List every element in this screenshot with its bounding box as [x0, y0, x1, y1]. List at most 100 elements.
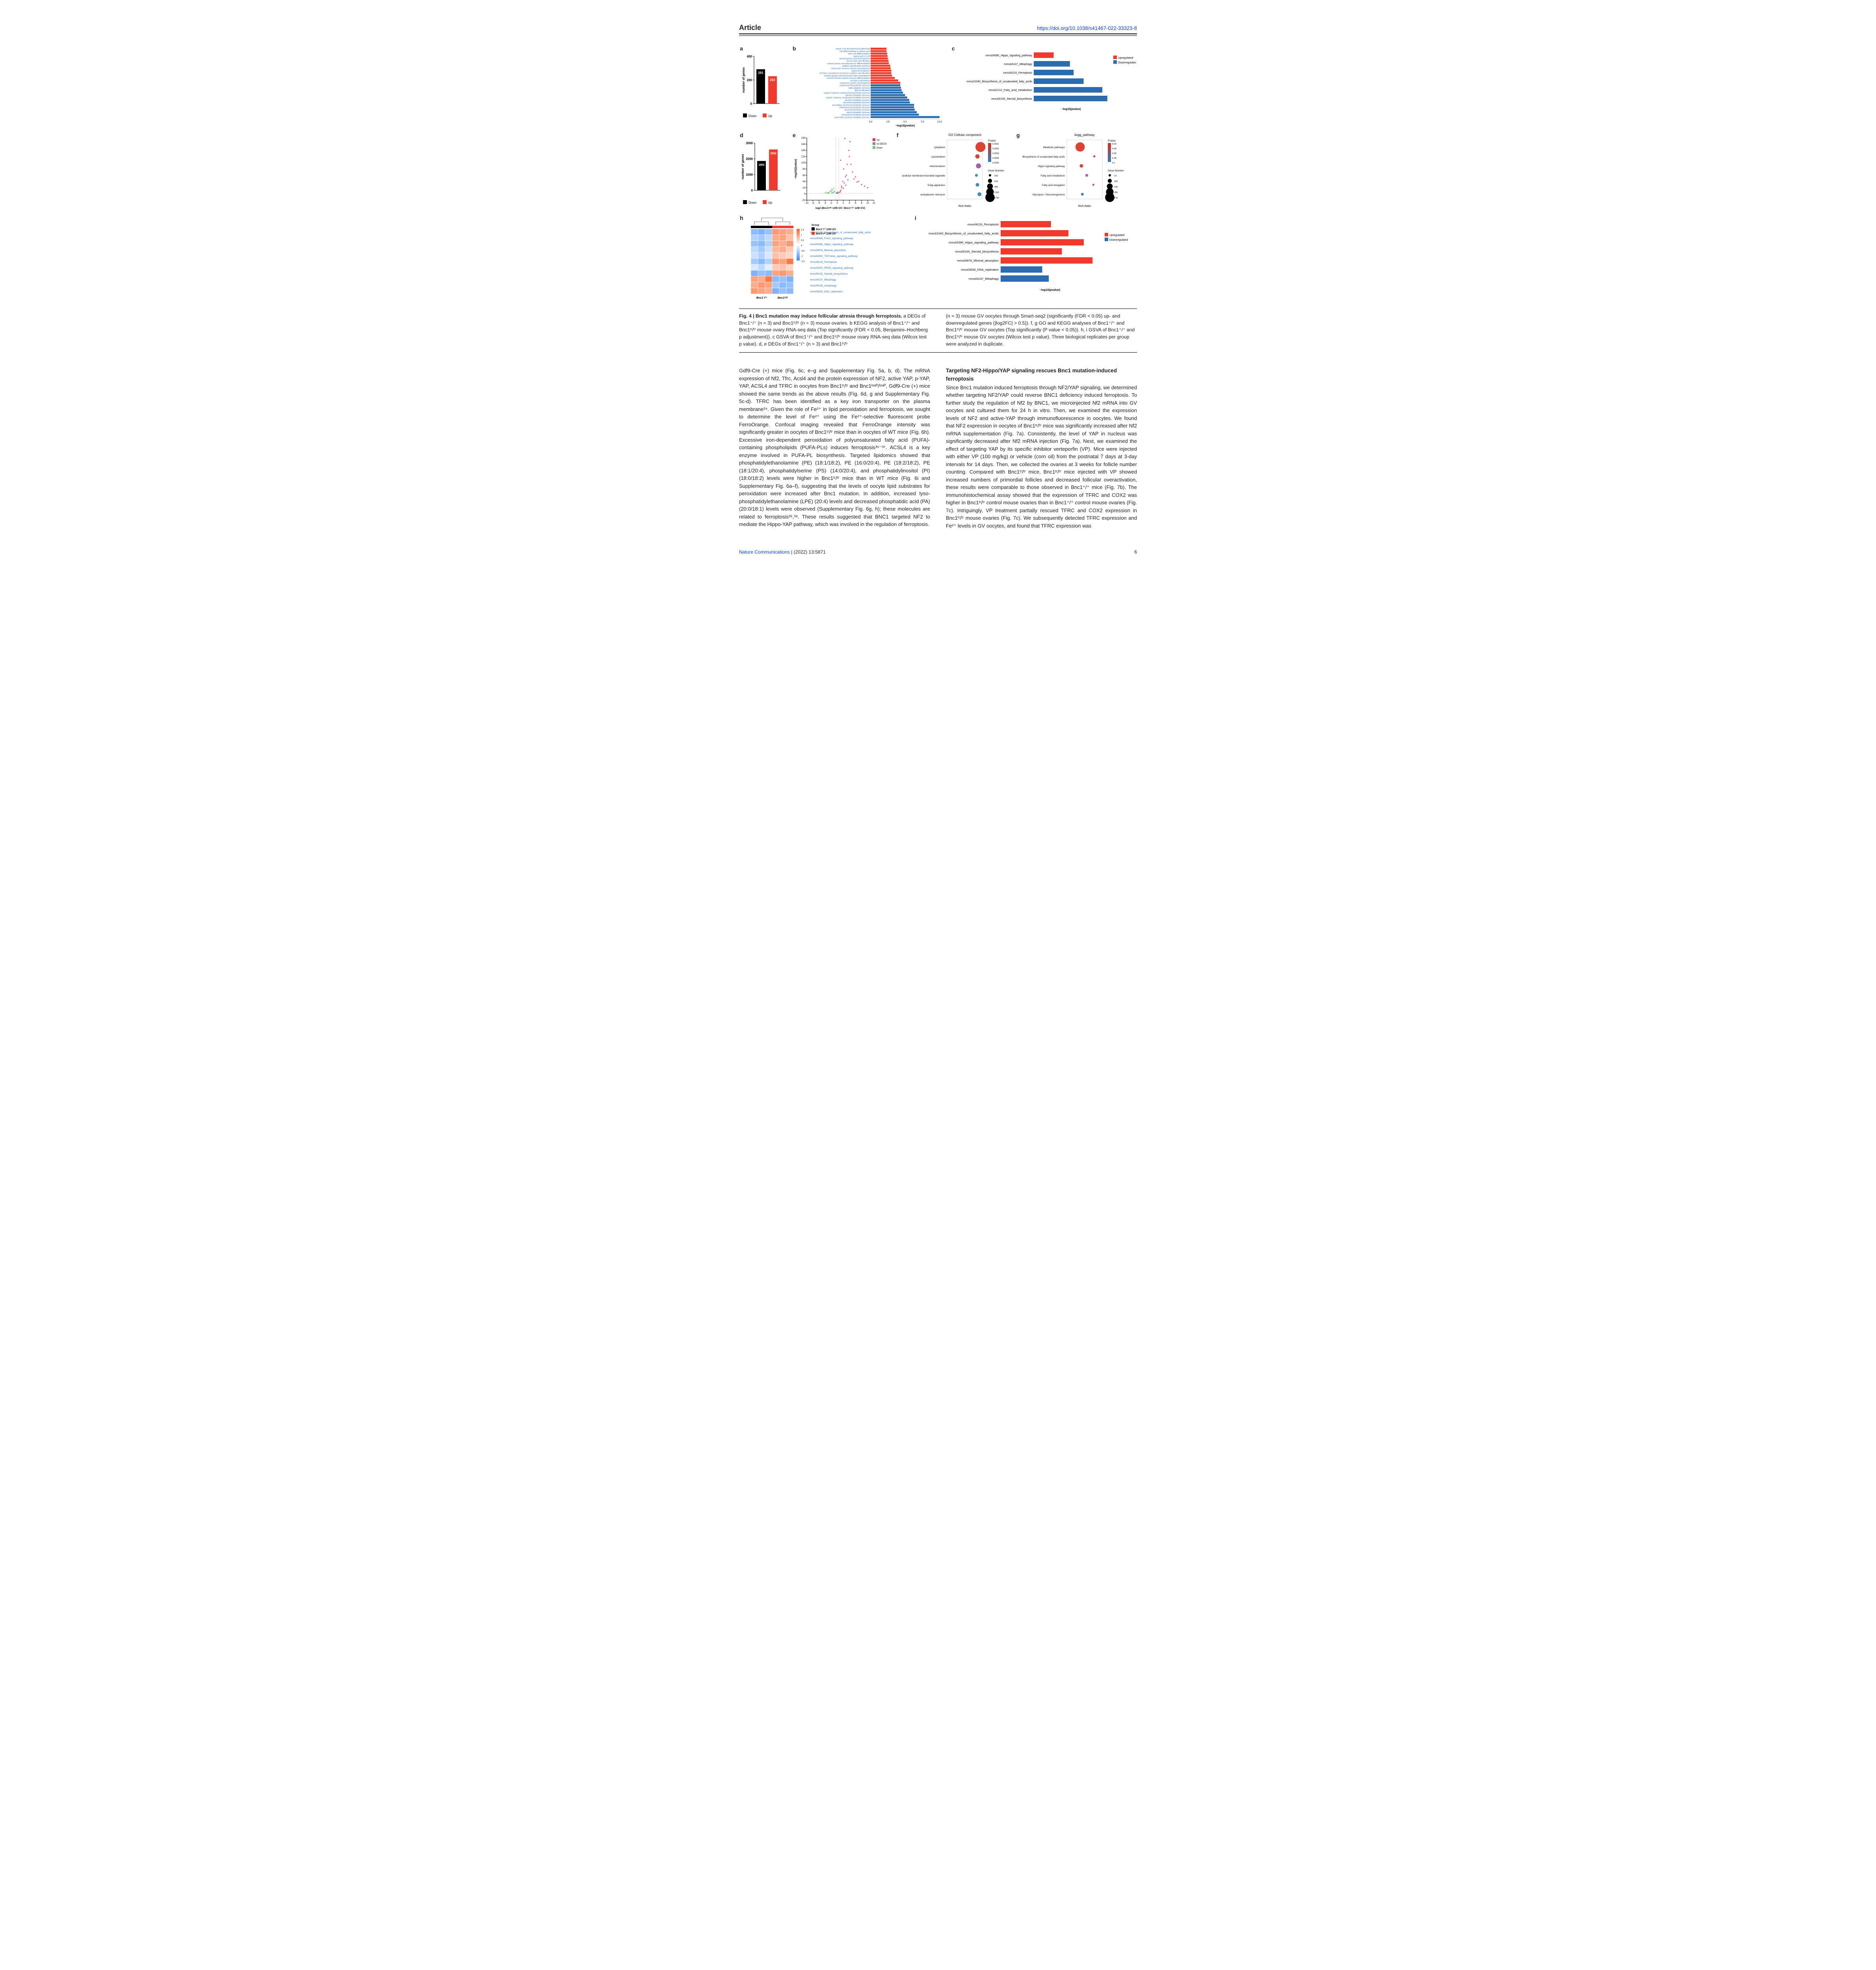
svg-text:cytoplasm: cytoplasm	[934, 146, 945, 149]
svg-text:0.04: 0.04	[1112, 148, 1116, 150]
svg-text:5.0: 5.0	[903, 121, 907, 123]
svg-text:mmu01212_Fatty_acid_metabolism: mmu01212_Fatty_acid_metabolism	[988, 89, 1032, 92]
svg-text:14: 14	[1114, 175, 1116, 177]
svg-text:−log10(Qvalue): −log10(Qvalue)	[795, 159, 797, 179]
svg-text:4: 4	[849, 202, 851, 204]
svg-text:mmu00100_Steroid_biosynthesis: mmu00100_Steroid_biosynthesis	[955, 250, 999, 253]
svg-text:gland development: gland development	[852, 70, 870, 72]
svg-text:Gene Number: Gene Number	[1108, 169, 1124, 172]
panel-letter-d: d	[740, 132, 743, 138]
svg-text:Bnc1⁺/⁺ 12W GV: Bnc1⁺/⁺ 12W GV	[816, 228, 836, 231]
svg-text:200: 200	[747, 78, 752, 82]
svg-text:80: 80	[802, 168, 805, 171]
svg-text:243: 243	[994, 175, 998, 177]
svg-text:organic hydroxy compound metab: organic hydroxy compound metabolic proce…	[826, 97, 870, 99]
svg-text:1000: 1000	[746, 173, 753, 177]
svg-text:mmu01040_Biosynthesis_of_unsat: mmu01040_Biosynthesis_of_unsaturated_fat…	[929, 232, 999, 235]
panel-letter-g: g	[1016, 132, 1020, 138]
svg-text:endoplasmic reticulum: endoplasmic reticulum	[920, 193, 945, 196]
svg-text:mmu04978_Mineral_absorption: mmu04978_Mineral_absorption	[810, 249, 846, 252]
body-right-col: Since Bnc1 mutation induced ferroptosis …	[946, 384, 1137, 530]
svg-text:mmu04390_Hippo_signaling_pathw: mmu04390_Hippo_signaling_pathway	[949, 241, 999, 244]
svg-text:Down: Down	[749, 114, 756, 118]
svg-text:Downregulated: Downregulated	[1109, 239, 1128, 242]
caption-lead: Fig. 4 | Bnc1 mutation may induce follic…	[739, 313, 902, 319]
svg-text:Bnc1ᵗʳ/ᵗʳ 12W GV: Bnc1ᵗʳ/ᵗʳ 12W GV	[816, 232, 836, 235]
svg-text:2000: 2000	[746, 157, 753, 161]
svg-text:3000: 3000	[746, 141, 753, 145]
panel-letter-c: c	[952, 45, 955, 52]
svg-text:20: 20	[802, 187, 805, 189]
svg-text:0.0003: 0.0003	[992, 152, 999, 155]
svg-text:mmu00100_Steroid_biosynthesis: mmu00100_Steroid_biosynthesis	[810, 273, 848, 275]
svg-text:mitochondrion: mitochondrion	[929, 165, 945, 168]
svg-text:mmu04137_Mitophagy: mmu04137_Mitophagy	[969, 277, 999, 281]
svg-text:160: 160	[801, 143, 806, 146]
svg-text:Rich Ratio: Rich Ratio	[958, 205, 971, 208]
svg-text:sterol biosynthetic process: sterol biosynthetic process	[844, 109, 870, 112]
svg-text:apical part of cell: apical part of cell	[854, 55, 870, 58]
svg-text:0: 0	[804, 193, 806, 195]
svg-text:Metabolic pathways: Metabolic pathways	[1043, 146, 1065, 149]
footer-journal: Nature Communications	[739, 549, 790, 555]
svg-text:ventral spinal cord interneuro: ventral spinal cord interneuron fate com…	[824, 75, 870, 77]
svg-text:Bnc1ᵗʳ/ᵗʳ: Bnc1ᵗʳ/ᵗʳ	[778, 297, 788, 299]
svg-text:120: 120	[801, 156, 806, 158]
panel-letter-e: e	[793, 132, 796, 138]
svg-text:0: 0	[801, 245, 802, 247]
svg-text:number of genes: number of genes	[742, 67, 745, 93]
svg-text:-10: -10	[805, 202, 809, 204]
svg-text:stem cell differentiation: stem cell differentiation	[848, 53, 870, 55]
svg-text:steroid biosynthetic process: steroid biosynthetic process	[843, 102, 870, 104]
svg-text:0: 0	[837, 202, 838, 204]
svg-text:Up: Up	[768, 114, 773, 118]
svg-text:-8: -8	[812, 202, 814, 204]
svg-text:mmu04350_TGF-beta_signaling_pa: mmu04350_TGF-beta_signaling_pathway	[810, 255, 858, 258]
body-text: Gdf9-Cre (+) mice (Fig. 6c, e–g and Supp…	[739, 367, 1137, 530]
svg-text:2592: 2592	[770, 152, 776, 155]
svg-text:mmu03320_PPAR_signaling_pathwa: mmu03320_PPAR_signaling_pathway	[810, 267, 854, 269]
svg-text:mmu01040_Biosynthesis_of_unsat: mmu01040_Biosynthesis_of_unsaturated_fat…	[967, 80, 1033, 83]
svg-text:232: 232	[770, 78, 775, 82]
svg-text:spinal cord dorsal/ventral pat: spinal cord dorsal/ventral patterning	[836, 48, 870, 50]
svg-text:lipid localization: lipid localization	[854, 89, 870, 92]
svg-text:central nervous system neuron: central nervous system neuron differenti…	[827, 77, 870, 80]
svg-text:neuron fate specification: neuron fate specification	[846, 60, 870, 63]
svg-text:-6: -6	[818, 202, 820, 204]
svg-text:10: 10	[866, 202, 869, 204]
svg-text:−log10(pvalue): −log10(pvalue)	[1061, 108, 1081, 111]
svg-text:2: 2	[843, 202, 844, 204]
svg-text:lipid catabolic process: lipid catabolic process	[849, 87, 870, 89]
svg-text:Rich Ratio: Rich Ratio	[1078, 205, 1091, 208]
svg-text:secondary alcohol biosynthetic: secondary alcohol biosynthetic process	[832, 104, 870, 106]
svg-text:Biosynthesis of unsaturated fa: Biosynthesis of unsaturated fatty acids	[1023, 156, 1065, 158]
svg-text:isoprenoid biosynthetic proces: isoprenoid biosynthetic process	[840, 85, 870, 87]
svg-text:Down: Down	[877, 147, 882, 149]
section-heading: Targeting NF2-Hippo/YAP signaling rescue…	[946, 367, 1137, 383]
panel-letter-b: b	[793, 45, 796, 52]
svg-text:1735: 1735	[994, 197, 999, 199]
svg-text:Fatty acid elongation: Fatty acid elongation	[1042, 184, 1065, 187]
svg-text:steroid metabolic process: steroid metabolic process	[845, 95, 870, 97]
doi-link[interactable]: https://doi.org/10.1038/s41467-022-33323…	[1037, 25, 1137, 31]
svg-text:10.0: 10.0	[937, 121, 942, 123]
svg-text:1362: 1362	[994, 191, 999, 194]
svg-text:60: 60	[802, 175, 805, 177]
svg-text:Upregulated: Upregulated	[1109, 234, 1124, 237]
svg-text:286: 286	[1114, 191, 1118, 194]
svg-text:105: 105	[1114, 180, 1118, 183]
footer-page: 6	[1134, 549, 1137, 555]
svg-text:mmu03030_DNA_replication: mmu03030_DNA_replication	[961, 268, 999, 271]
svg-text:8: 8	[861, 202, 862, 204]
svg-text:989: 989	[994, 186, 998, 188]
svg-text:0: 0	[750, 102, 752, 106]
svg-text:ventral spinal cord developmen: ventral spinal cord development	[839, 58, 870, 60]
svg-text:1862: 1862	[758, 164, 765, 167]
footer-issue: | (2022) 13:5871	[791, 549, 826, 555]
svg-text:mmu04216_Ferroptosis: mmu04216_Ferroptosis	[968, 223, 999, 226]
svg-text:Hippo signaling pathway: Hippo signaling pathway	[1038, 165, 1065, 168]
svg-text:0.0001: 0.0001	[992, 143, 999, 145]
svg-text:kegg_pathway: kegg_pathway	[1074, 133, 1095, 137]
svg-text:0.5: 0.5	[801, 240, 804, 242]
svg-text:Bnc1⁺/⁺: Bnc1⁺/⁺	[756, 297, 767, 299]
